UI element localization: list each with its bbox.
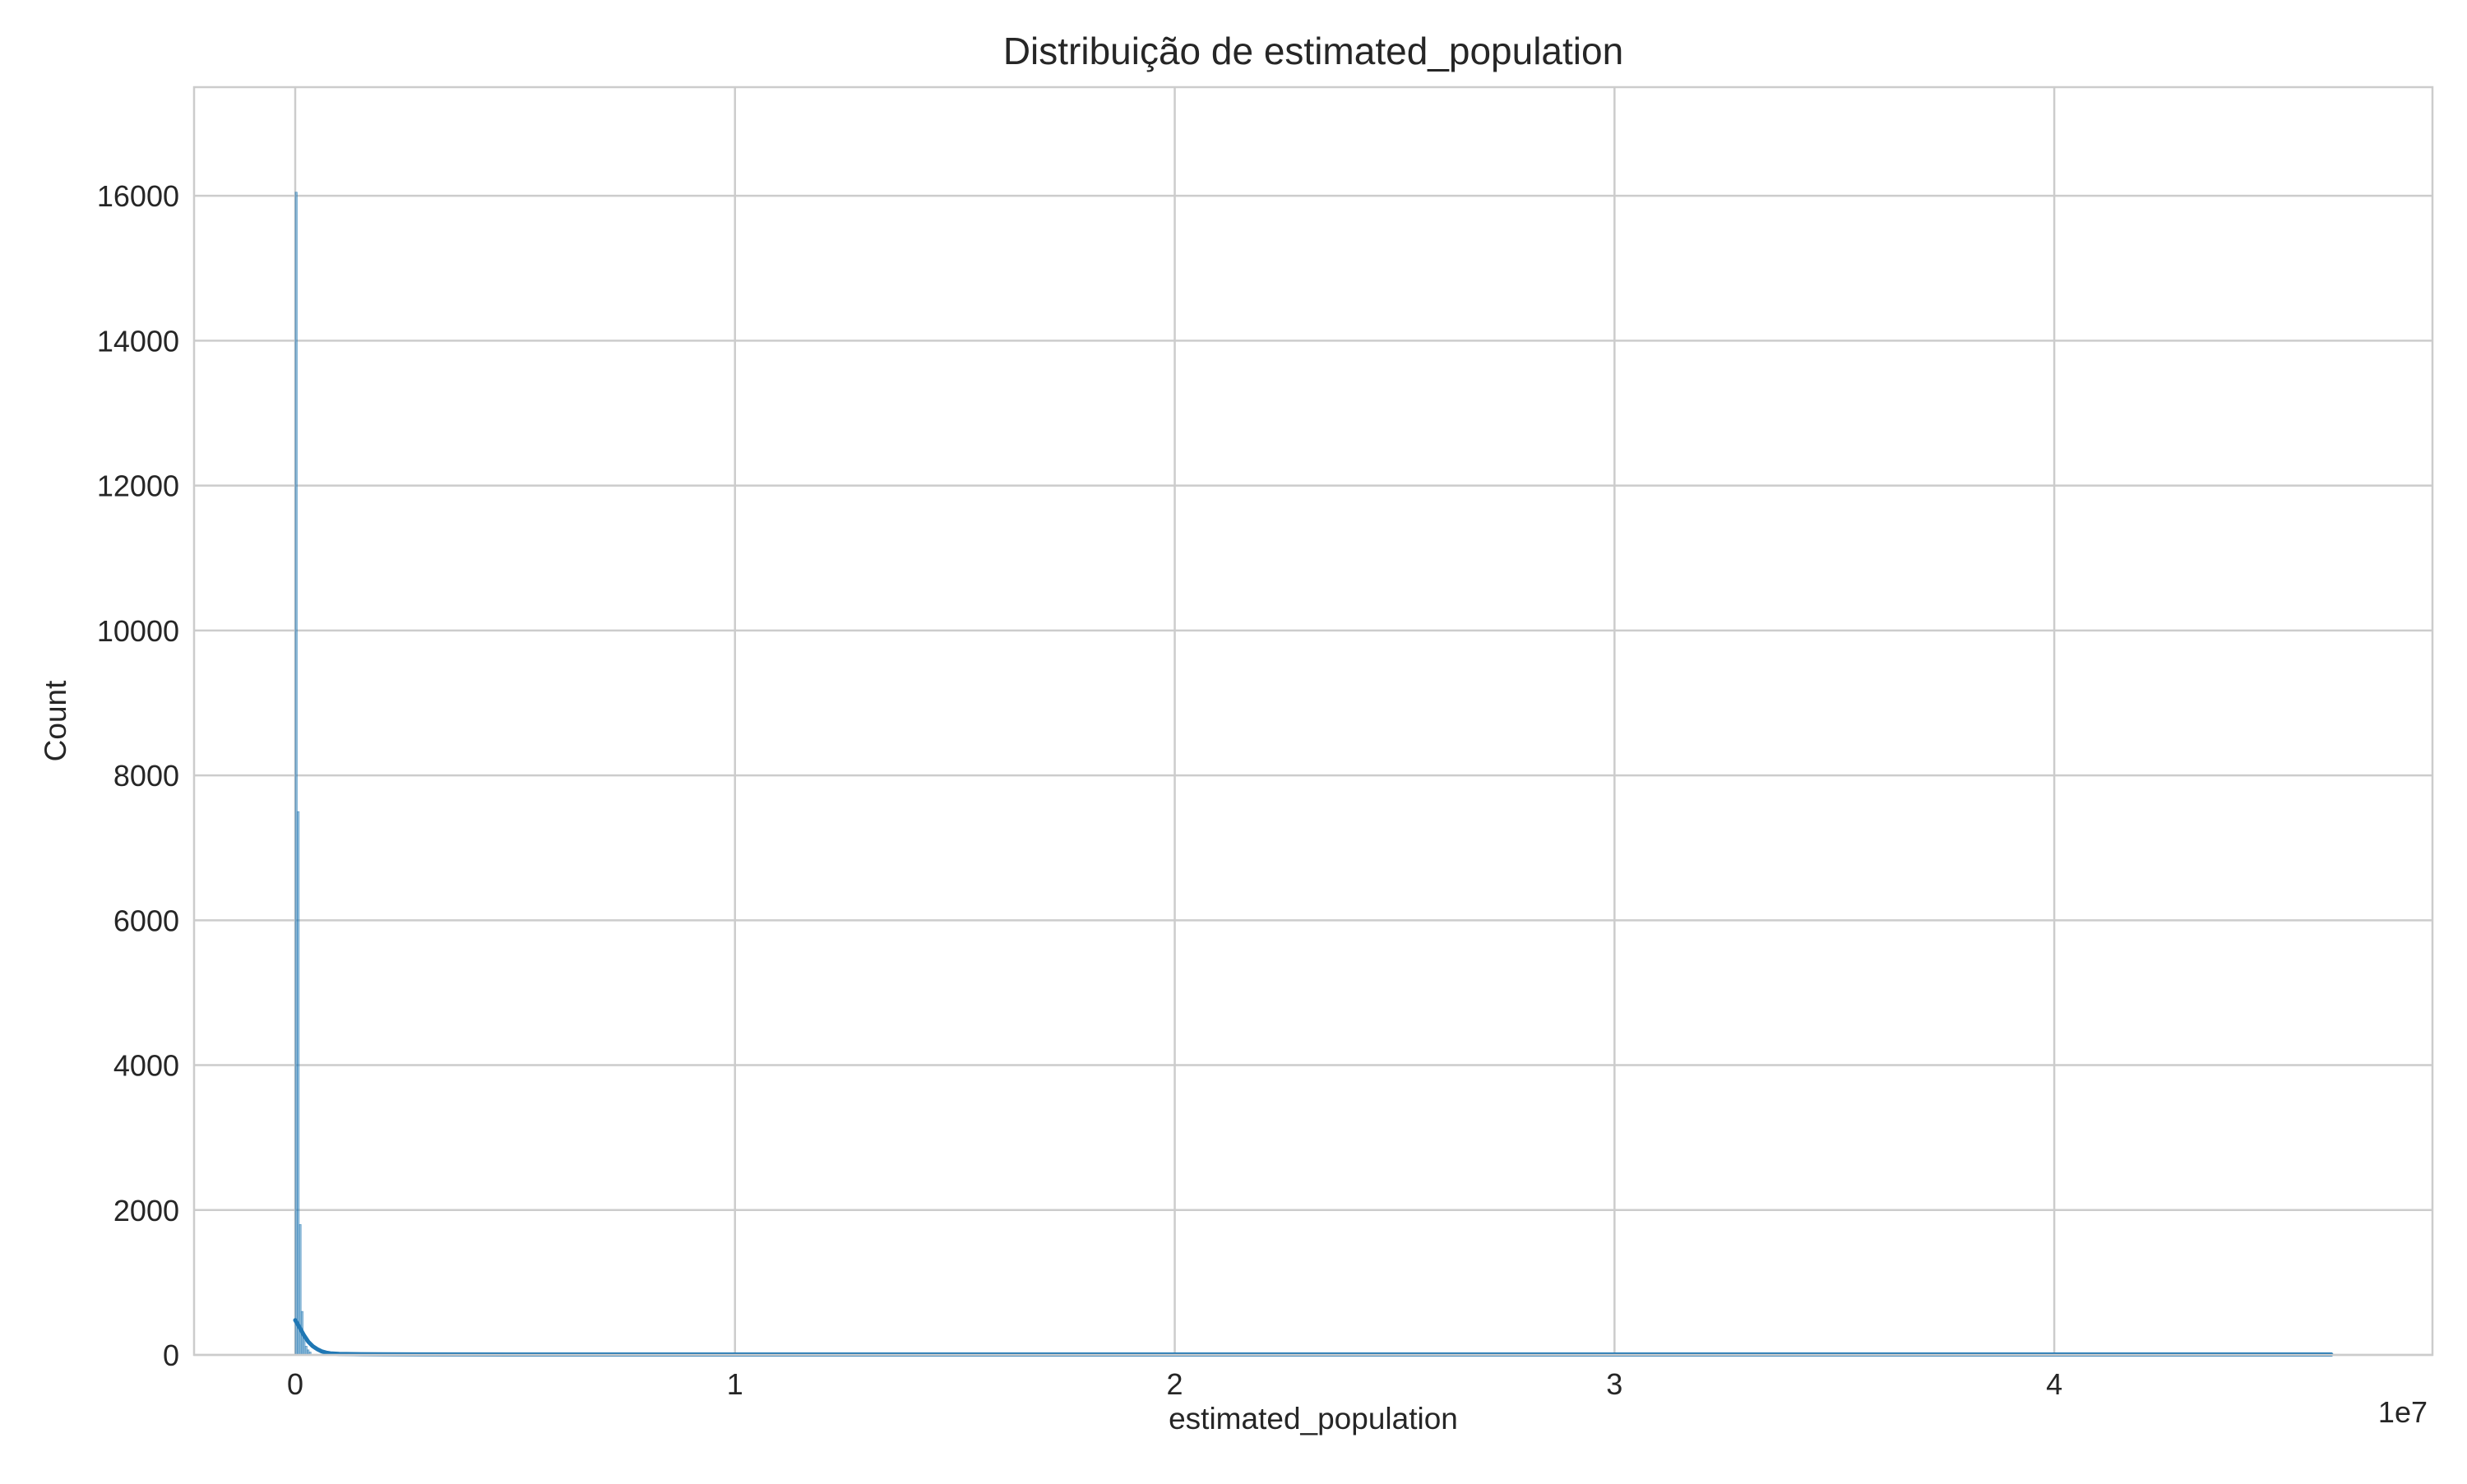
- y-tick-label: 16000: [97, 179, 179, 213]
- y-tick-label: 10000: [97, 614, 179, 648]
- x-tick-label: 2: [1167, 1367, 1183, 1401]
- y-tick-label: 14000: [97, 324, 179, 358]
- y-tick-label: 12000: [97, 469, 179, 503]
- y-tick-label: 4000: [113, 1049, 179, 1083]
- y-tick-label: 0: [163, 1338, 179, 1372]
- y-tick-label: 2000: [113, 1194, 179, 1227]
- y-axis-label: Count: [39, 680, 72, 761]
- x-tick-label: 1: [727, 1367, 743, 1401]
- chart-title: Distribuição de estimated_population: [1003, 30, 1623, 72]
- y-axis-ticks: 0 2000 4000 6000 8000 10000 12000 14000 16000: [97, 179, 179, 1372]
- plot-area-frame: [192, 86, 2434, 1357]
- x-tick-label: 0: [287, 1367, 303, 1401]
- y-tick-label: 6000: [113, 904, 179, 937]
- x-axis-ticks: 0 1 2 3 4: [287, 1367, 2062, 1401]
- y-tick-label: 8000: [113, 759, 179, 793]
- x-tick-label: 4: [2046, 1367, 2062, 1401]
- x-tick-label: 3: [1606, 1367, 1622, 1401]
- x-axis-label: estimated_population: [1169, 1402, 1458, 1435]
- x-axis-offset-text: 1e7: [2378, 1395, 2428, 1429]
